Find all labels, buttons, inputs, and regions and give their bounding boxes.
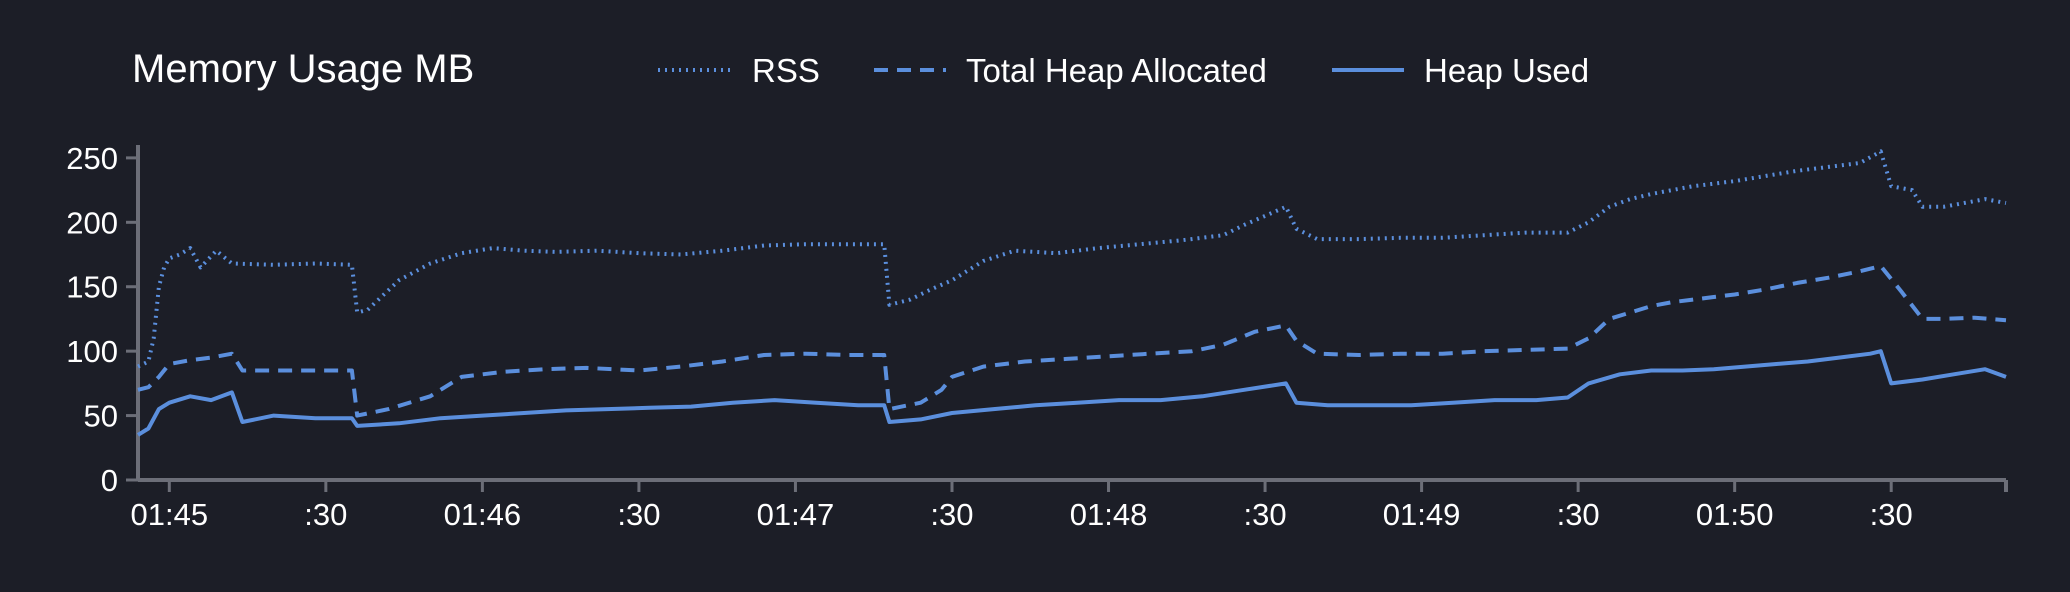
x-tick-label: :30 <box>617 497 660 532</box>
legend-item-heap-used[interactable]: Heap Used <box>1332 52 1589 89</box>
chart-title: Memory Usage MB <box>132 47 474 91</box>
y-tick-label: 0 <box>101 463 118 498</box>
series-line-total-heap-allocated <box>137 264 2007 418</box>
legend-item-rss[interactable]: RSS <box>658 52 820 89</box>
y-tick-label: 200 <box>66 205 118 240</box>
x-tick-label: :30 <box>930 497 973 532</box>
series-line-heap-used <box>136 349 2007 437</box>
x-tick-label: :30 <box>1244 497 1287 532</box>
legend-item-total-heap-allocated[interactable]: Total Heap Allocated <box>874 52 1267 89</box>
x-tick-label: 01:47 <box>757 497 835 532</box>
x-tick-label: 01:48 <box>1070 497 1148 532</box>
x-tick-label: :30 <box>1557 497 1600 532</box>
x-tick-label: 01:49 <box>1383 497 1461 532</box>
legend-label-heap-used: Heap Used <box>1424 52 1589 89</box>
y-tick-label: 100 <box>66 334 118 369</box>
legend-label-total-heap-allocated: Total Heap Allocated <box>966 52 1267 89</box>
y-tick-label: 50 <box>84 399 118 434</box>
axes: 0 50 100 150 200 250 01:45 :30 01:46 :30 01:47 :30 0… <box>66 141 2008 532</box>
y-tick-label: 150 <box>66 270 118 305</box>
x-tick-label: 01:50 <box>1696 497 1774 532</box>
legend: RSS Total Heap Allocated Heap Used <box>658 52 1589 89</box>
series-layer <box>136 149 2007 437</box>
x-tick-label: 01:45 <box>131 497 209 532</box>
x-tick-label: 01:46 <box>444 497 522 532</box>
legend-label-rss: RSS <box>752 52 820 89</box>
x-tick-label: :30 <box>304 497 347 532</box>
series-line-rss <box>137 149 2007 369</box>
x-tick-label: :30 <box>1870 497 1913 532</box>
y-tick-label: 250 <box>66 141 118 176</box>
